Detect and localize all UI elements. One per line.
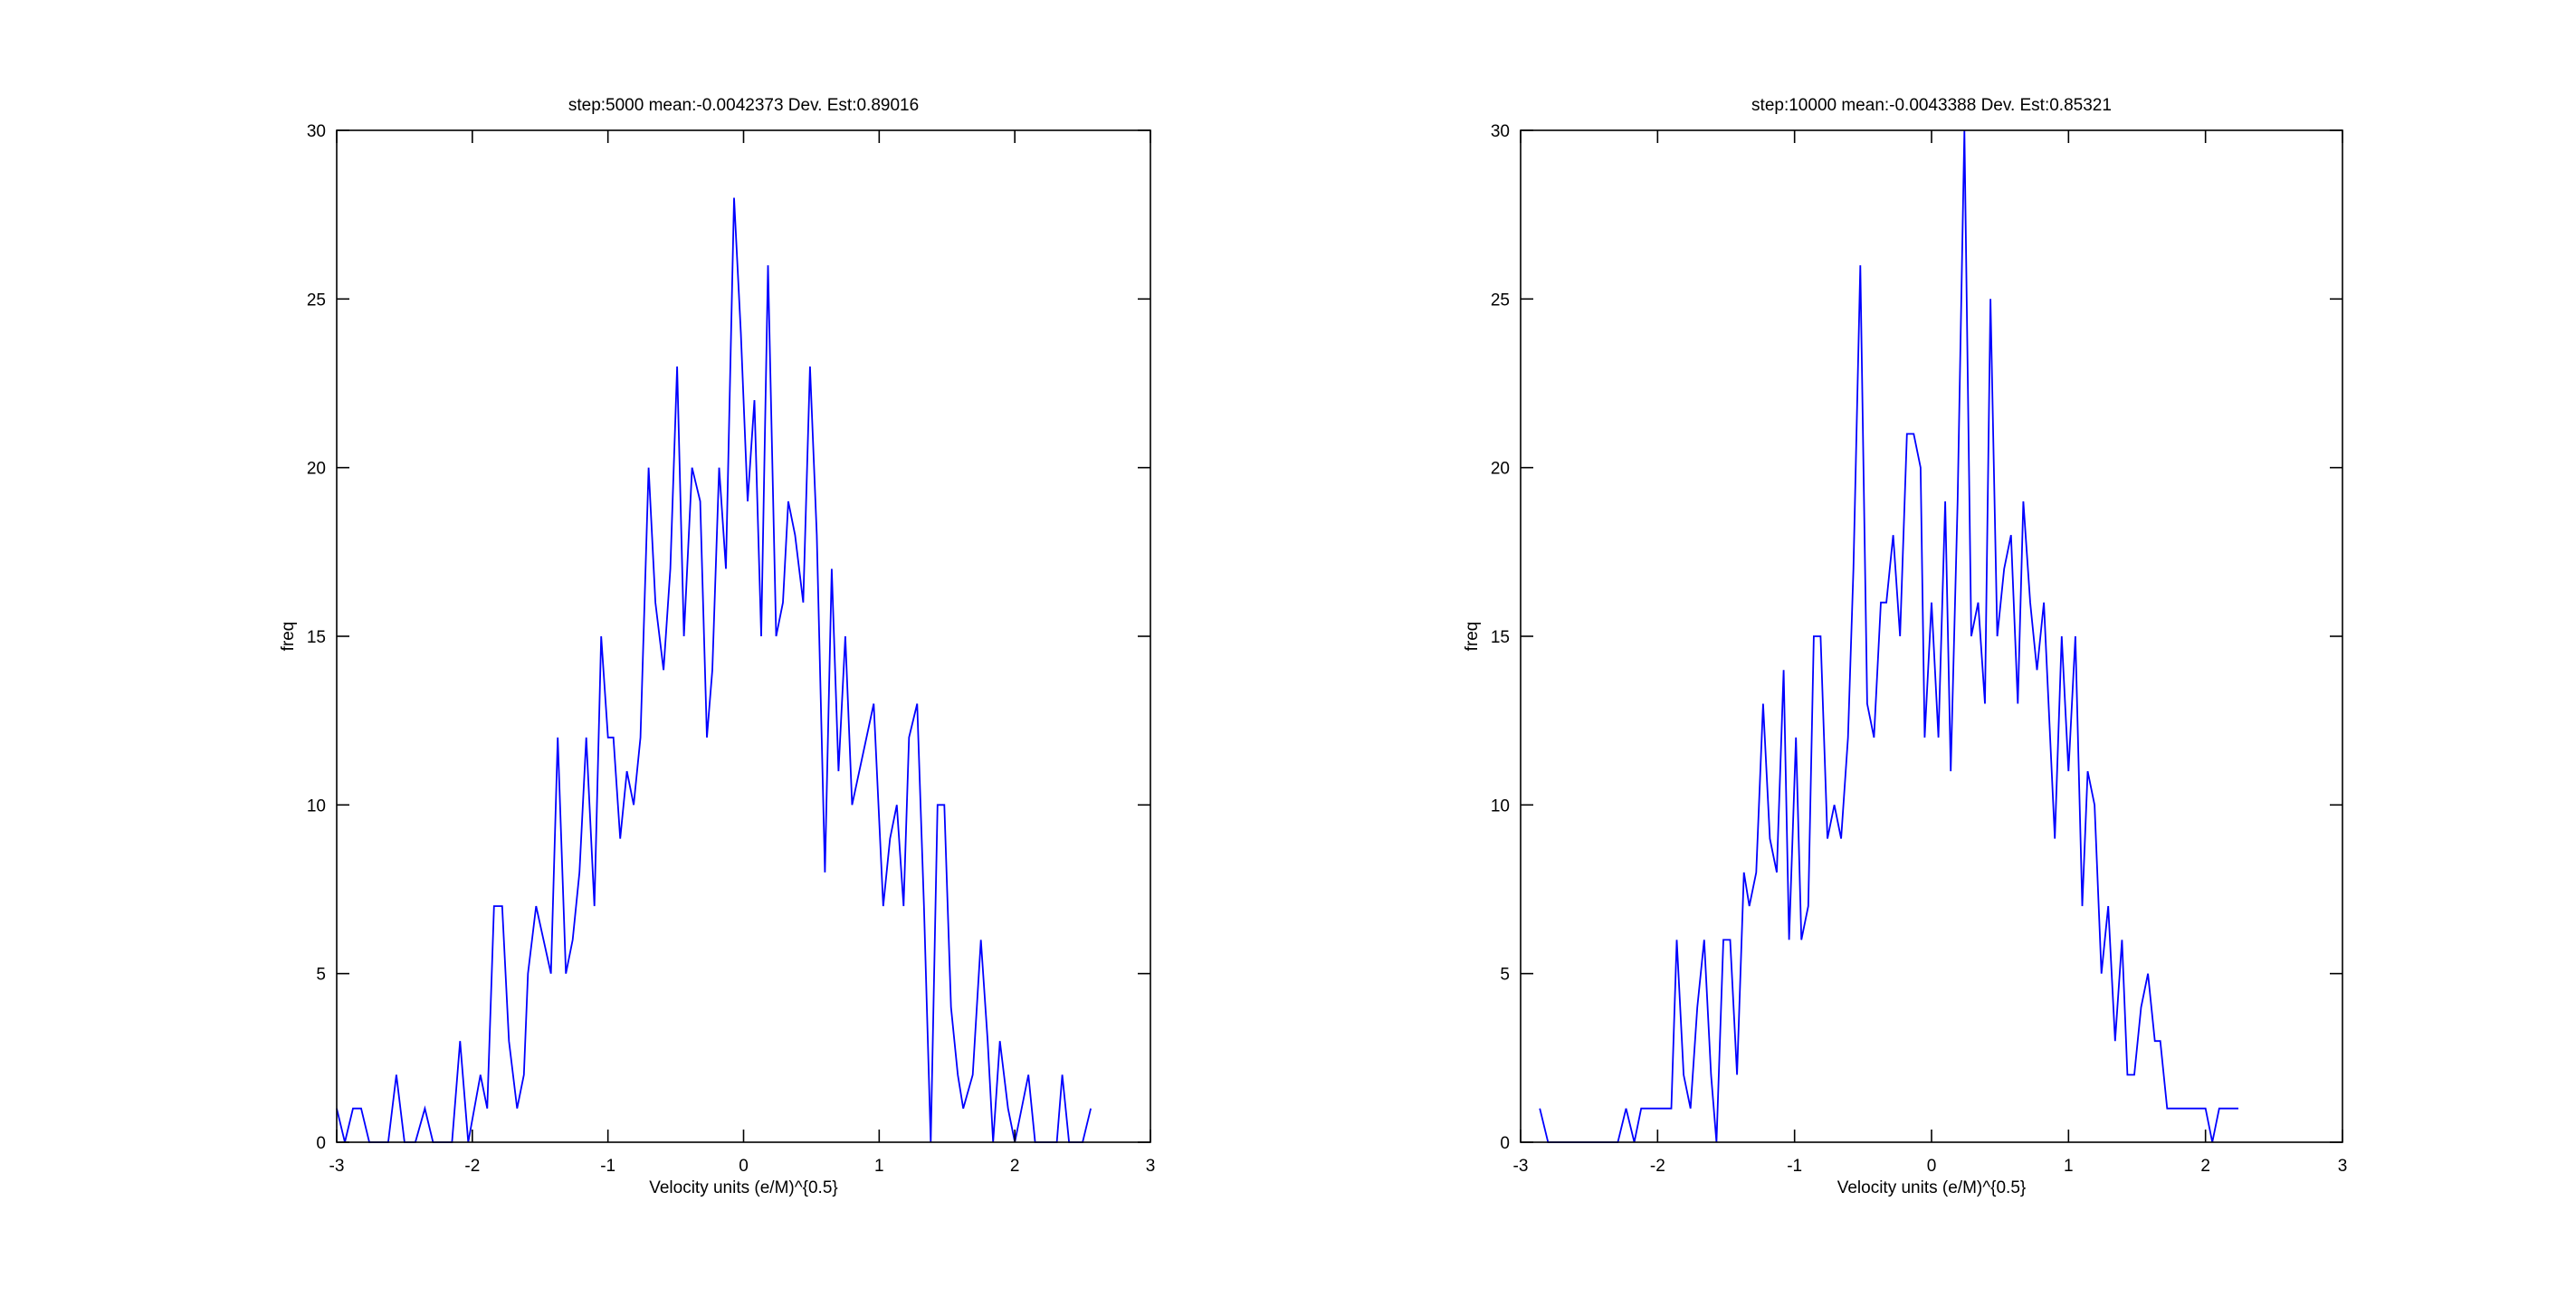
chart-title: step:5000 mean:-0.0042373 Dev. Est:0.890… bbox=[568, 96, 919, 115]
x-tick-label: 0 bbox=[739, 1157, 749, 1176]
x-tick-label: 1 bbox=[874, 1157, 884, 1176]
y-tick-label: 30 bbox=[307, 122, 326, 141]
y-tick-label: 10 bbox=[1491, 796, 1510, 815]
x-tick-label: -3 bbox=[329, 1157, 345, 1176]
axes-frame bbox=[1520, 129, 2343, 1143]
data-line bbox=[336, 197, 1092, 1143]
y-axis-label: freq bbox=[1463, 622, 1482, 652]
x-tick-label: 0 bbox=[1927, 1157, 1937, 1176]
x-tick-label: 3 bbox=[2338, 1157, 2348, 1176]
y-tick-label: 0 bbox=[316, 1134, 326, 1153]
y-tick-label: 20 bbox=[1491, 460, 1510, 479]
x-axis-label: Velocity units (e/M)^{0.5} bbox=[1837, 1178, 2027, 1197]
x-tick-label: 2 bbox=[1010, 1157, 1020, 1176]
x-tick-label: -2 bbox=[1650, 1157, 1665, 1176]
y-tick-label: 10 bbox=[307, 796, 326, 815]
y-tick-label: 15 bbox=[1491, 628, 1510, 647]
y-axis-label: freq bbox=[279, 622, 298, 652]
y-tick-label: 0 bbox=[1500, 1134, 1510, 1153]
y-tick-label: 25 bbox=[1491, 291, 1510, 310]
x-tick-label: 1 bbox=[2064, 1157, 2074, 1176]
chart-title: step:10000 mean:-0.0043388 Dev. Est:0.85… bbox=[1751, 96, 2112, 115]
axes-frame bbox=[336, 129, 1151, 1143]
y-tick-label: 25 bbox=[307, 291, 326, 310]
x-tick-label: -1 bbox=[1787, 1157, 1802, 1176]
x-tick-label: -1 bbox=[600, 1157, 615, 1176]
x-tick-label: 3 bbox=[1146, 1157, 1156, 1176]
x-tick-label: 2 bbox=[2200, 1157, 2210, 1176]
y-tick-label: 20 bbox=[307, 460, 326, 479]
y-tick-label: 15 bbox=[307, 628, 326, 647]
y-tick-label: 5 bbox=[316, 966, 326, 985]
x-tick-label: -3 bbox=[1513, 1157, 1529, 1176]
x-tick-label: -2 bbox=[464, 1157, 480, 1176]
y-tick-label: 5 bbox=[1500, 966, 1510, 985]
data-line bbox=[1539, 129, 2238, 1143]
y-tick-label: 30 bbox=[1491, 122, 1510, 141]
x-axis-label: Velocity units (e/M)^{0.5} bbox=[649, 1178, 838, 1197]
